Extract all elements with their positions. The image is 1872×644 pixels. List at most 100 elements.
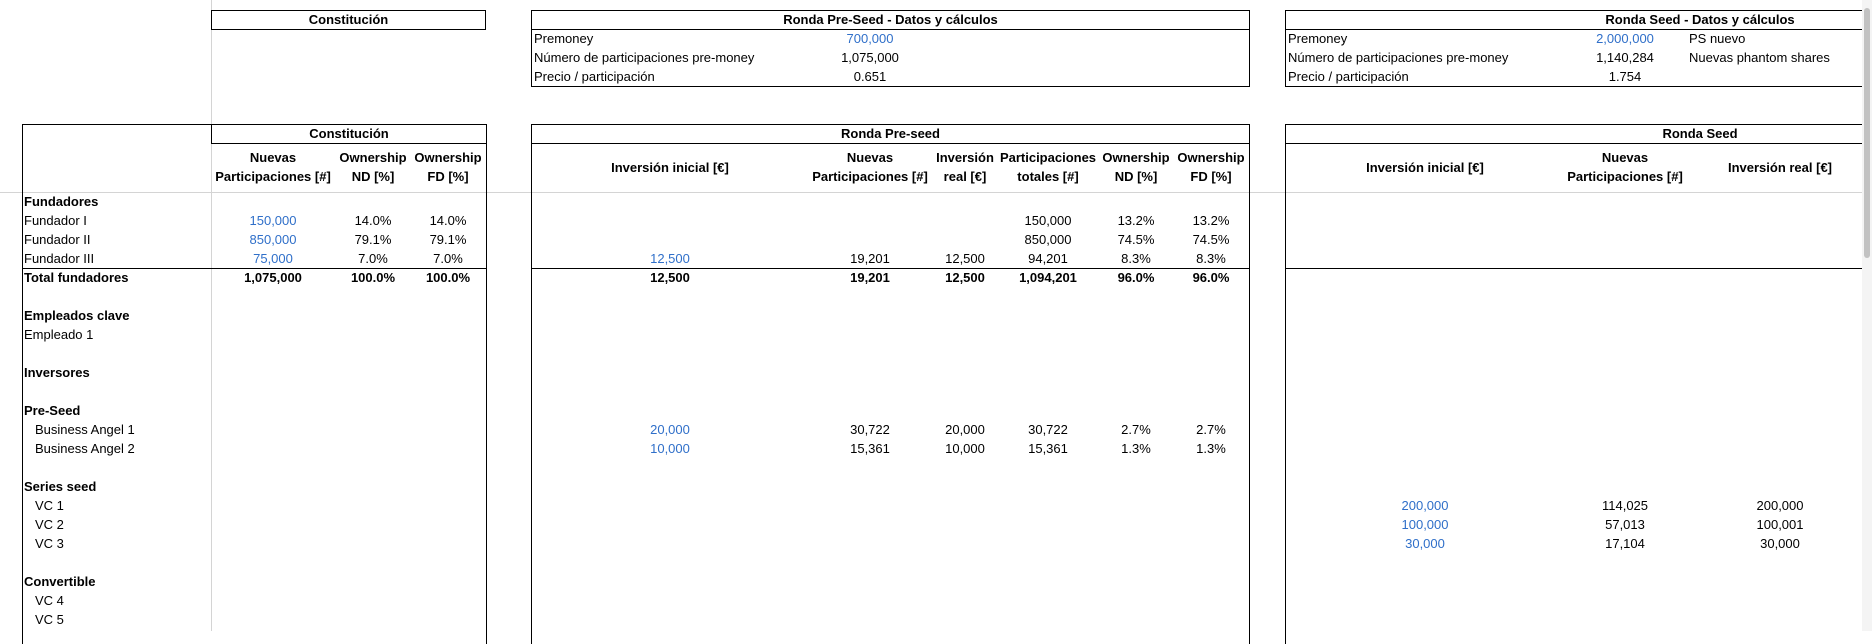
cell-p-inv[interactable]: 12,500 [650,251,690,266]
row-label-business-angel-1: Business Angel 1 [35,422,135,437]
header-line: Ownership [1177,150,1245,165]
header-line: totales [#] [1017,169,1079,184]
cell-p-tot[interactable]: 15,361 [1028,441,1068,456]
cell-p-real[interactable]: 10,000 [945,441,985,456]
header-line: Participaciones [999,150,1097,165]
cell-c-fd[interactable]: 7.0% [433,251,463,266]
header-inversion-real: Inversión real [€] [932,148,998,186]
seed-premoney-value[interactable]: 2,000,000 [1596,31,1654,46]
row-label-fundador-1: Fundador I [24,213,87,228]
cell-s-inv[interactable]: 100,000 [1401,517,1449,532]
header-line: real [€] [943,169,987,184]
row-label-vc-1: VC 1 [35,498,64,513]
cell-p-tot[interactable]: 94,201 [1028,251,1068,266]
cell-s-real[interactable]: 100,001 [1756,517,1804,532]
row-label-fundador-2: Fundador II [24,232,91,247]
cell-p-nd[interactable]: 13.2% [1117,213,1155,228]
cell-p-tot[interactable]: 850,000 [1024,232,1072,247]
cell-c-nd[interactable]: 100.0% [350,270,396,285]
cell-p-nd[interactable]: 8.3% [1121,251,1151,266]
row-label-business-angel-2: Business Angel 2 [35,441,135,456]
section-series-seed: Series seed [24,479,97,494]
cell-p-nd[interactable]: 1.3% [1121,441,1151,456]
cell-p-fd[interactable]: 8.3% [1196,251,1226,266]
seed-table-title: Ronda Seed [1662,126,1738,141]
cell-c-nuevas[interactable]: 75,000 [253,251,293,266]
header-nuevas-participaciones: Nuevas Participaciones [#] [213,148,333,186]
header-ownership-fd: Ownership FD [%] [1174,148,1248,186]
seed-num-part-label: Número de participaciones pre-money [1288,50,1509,65]
cell-s-real[interactable]: 30,000 [1760,536,1800,551]
cell-p-real[interactable]: 20,000 [945,422,985,437]
cell-c-fd[interactable]: 100.0% [425,270,471,285]
row-gridline [0,192,1872,193]
row-label-vc-4: VC 4 [35,593,64,608]
cell-p-nuevas[interactable]: 15,361 [850,441,890,456]
preseed-num-part-label: Número de participaciones pre-money [534,50,755,65]
section-pre-seed: Pre-Seed [24,403,81,418]
section-inversores: Inversores [24,365,90,380]
total-divider [1285,268,1872,269]
cell-p-tot[interactable]: 150,000 [1024,213,1072,228]
cell-p-inv[interactable]: 10,000 [650,441,690,456]
header-line: Nuevas [846,150,894,165]
cell-p-nuevas[interactable]: 30,722 [850,422,890,437]
header-ownership-fd: Ownership FD [%] [411,148,485,186]
cell-c-nuevas[interactable]: 150,000 [249,213,297,228]
cell-s-real[interactable]: 200,000 [1756,498,1804,513]
cell-p-inv[interactable]: 20,000 [650,422,690,437]
constitucion-top-title: Constitución [308,12,389,27]
cell-c-fd[interactable]: 14.0% [429,213,467,228]
header-line: Nuevas [1601,150,1649,165]
seed-datos-title: Ronda Seed - Datos y cálculos [1605,12,1795,27]
cell-c-nd[interactable]: 79.1% [354,232,392,247]
cell-p-tot[interactable]: 30,722 [1028,422,1068,437]
cell-c-nuevas[interactable]: 1,075,000 [244,270,302,285]
cell-p-fd[interactable]: 96.0% [1192,270,1230,285]
cell-c-nd[interactable]: 7.0% [358,251,388,266]
cell-p-nd[interactable]: 74.5% [1117,232,1155,247]
header-line: Ownership [339,150,407,165]
section-empleados-clave: Empleados clave [24,308,130,323]
vertical-scrollbar[interactable] [1862,0,1872,631]
preseed-precio-label: Precio / participación [534,69,655,84]
cell-p-nd[interactable]: 96.0% [1117,270,1155,285]
preseed-num-part-value[interactable]: 1,075,000 [841,50,899,65]
header-line: Nuevas [249,150,297,165]
cell-s-nuevas[interactable]: 114,025 [1601,498,1649,513]
cell-p-tot[interactable]: 1,094,201 [1019,270,1077,285]
cell-p-fd[interactable]: 74.5% [1192,232,1230,247]
preseed-premoney-value[interactable]: 700,000 [846,31,894,46]
preseed-datos-box [531,10,1250,87]
cell-p-real[interactable]: 12,500 [945,251,985,266]
header-line: ND [%] [351,169,395,184]
cell-s-inv[interactable]: 200,000 [1401,498,1449,513]
preseed-precio-value[interactable]: 0.651 [853,69,887,84]
cell-c-nd[interactable]: 14.0% [354,213,392,228]
section-convertible: Convertible [24,574,96,589]
cell-p-fd[interactable]: 1.3% [1196,441,1226,456]
header-participaciones-totales: Participaciones totales [#] [998,148,1098,186]
header-nuevas-participaciones: Nuevas Participaciones [#] [809,148,931,186]
cell-s-nuevas[interactable]: 17,104 [1605,536,1645,551]
header-ownership-nd: Ownership ND [%] [1099,148,1173,186]
cell-s-nuevas[interactable]: 57,013 [1605,517,1645,532]
cell-c-nuevas[interactable]: 850,000 [249,232,297,247]
cell-p-fd[interactable]: 13.2% [1192,213,1230,228]
cell-p-inv[interactable]: 12,500 [650,270,690,285]
preseed-premoney-label: Premoney [534,31,594,46]
seed-precio-value[interactable]: 1.754 [1608,69,1642,84]
cell-p-fd[interactable]: 2.7% [1196,422,1226,437]
cell-s-inv[interactable]: 30,000 [1405,536,1445,551]
row-label-vc-2: VC 2 [35,517,64,532]
divider [1285,143,1872,144]
cell-c-fd[interactable]: 79.1% [429,232,467,247]
header-line: Ownership [414,150,482,165]
scrollbar-thumb[interactable] [1864,8,1870,258]
cell-p-real[interactable]: 12,500 [945,270,985,285]
divider [531,29,1250,30]
cell-p-nd[interactable]: 2.7% [1121,422,1151,437]
cell-p-nuevas[interactable]: 19,201 [850,270,890,285]
cell-p-nuevas[interactable]: 19,201 [850,251,890,266]
seed-num-part-value[interactable]: 1,140,284 [1596,50,1654,65]
